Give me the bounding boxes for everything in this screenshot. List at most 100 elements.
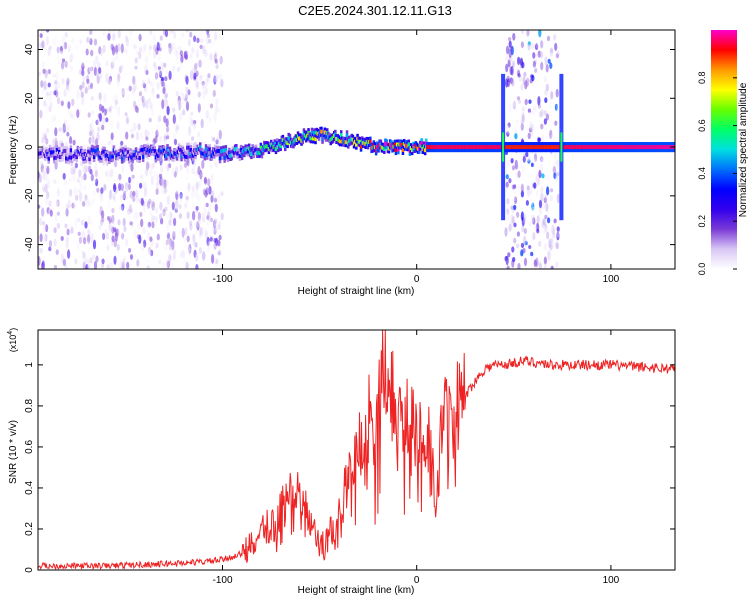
noise-speckle xyxy=(145,161,150,171)
noise-speckle xyxy=(195,77,199,87)
noise-speckle xyxy=(207,263,211,269)
noise-speckle xyxy=(174,46,178,56)
noise-speckle xyxy=(538,199,543,209)
noise-speckle xyxy=(45,104,49,113)
noise-speckle xyxy=(48,45,52,51)
noise-speckle xyxy=(132,210,136,220)
noise-speckle xyxy=(504,227,508,237)
noise-speckle xyxy=(87,189,91,194)
noise-speckle xyxy=(159,136,163,143)
noise-speckle xyxy=(96,187,100,193)
noise-speckle xyxy=(533,153,538,162)
noise-speckle xyxy=(102,232,106,241)
noise-speckle xyxy=(542,226,546,232)
noise-speckle xyxy=(505,181,509,188)
noise-speckle xyxy=(511,60,515,68)
noise-speckle xyxy=(187,89,191,96)
noise-speckle xyxy=(207,178,211,187)
noise-speckle xyxy=(101,210,105,219)
noise-speckle xyxy=(101,263,105,268)
noise-speckle xyxy=(144,168,149,177)
noise-speckle xyxy=(170,30,174,34)
ridge-core xyxy=(75,155,78,160)
ridge-core xyxy=(217,149,221,153)
noise-speckle xyxy=(108,107,112,112)
noise-speckle xyxy=(535,53,539,59)
noise-speckle xyxy=(197,180,201,188)
noise-speckle xyxy=(66,204,70,209)
noise-speckle xyxy=(514,45,518,53)
noise-speckle xyxy=(547,217,551,224)
noise-speckle xyxy=(125,131,129,140)
noise-speckle xyxy=(532,60,537,68)
noise-speckle xyxy=(74,38,78,48)
noise-speckle xyxy=(177,99,181,106)
noise-speckle xyxy=(129,139,133,145)
noise-speckle xyxy=(82,201,86,207)
noise-speckle xyxy=(40,160,44,167)
noise-speckle xyxy=(189,53,193,60)
noise-speckle xyxy=(181,92,185,101)
noise-speckle xyxy=(81,230,85,240)
ridge-core xyxy=(344,140,348,145)
noise-speckle xyxy=(173,40,177,46)
noise-speckle xyxy=(57,126,62,137)
noise-speckle xyxy=(105,117,109,123)
noise-speckle xyxy=(76,217,81,223)
noise-speckle xyxy=(96,131,100,142)
noise-speckle xyxy=(98,67,102,75)
noise-speckle xyxy=(528,127,533,133)
noise-speckle xyxy=(48,93,52,103)
noise-speckle xyxy=(78,91,82,100)
noise-speckle xyxy=(202,218,206,223)
noise-speckle xyxy=(76,109,80,119)
noise-speckle xyxy=(188,183,192,189)
noise-speckle xyxy=(136,53,140,64)
spectrogram-ylabel: Frequency (Hz) xyxy=(8,116,19,185)
ridge-core xyxy=(92,155,96,159)
noise-speckle xyxy=(178,198,182,204)
noise-speckle xyxy=(58,127,62,132)
noise-speckle xyxy=(542,222,546,229)
noise-speckle xyxy=(88,63,92,73)
noise-speckle xyxy=(210,194,214,204)
noise-speckle xyxy=(130,163,134,172)
noise-speckle xyxy=(45,138,49,145)
ridge-core xyxy=(314,137,317,142)
noise-speckle xyxy=(39,233,43,243)
noise-speckle xyxy=(69,54,73,63)
spectrogram-marks xyxy=(38,30,675,269)
noise-speckle xyxy=(102,67,106,72)
noise-speckle xyxy=(529,30,534,33)
noise-speckle xyxy=(86,199,90,208)
noise-speckle xyxy=(548,111,552,121)
noise-speckle xyxy=(151,221,155,229)
noise-speckle xyxy=(41,167,46,178)
snr-background xyxy=(38,330,675,570)
noise-speckle xyxy=(556,108,560,117)
noise-speckle xyxy=(529,188,533,196)
noise-speckle xyxy=(537,121,541,129)
noise-speckle xyxy=(205,51,209,58)
noise-speckle xyxy=(85,263,89,269)
noise-speckle xyxy=(139,167,143,177)
noise-speckle xyxy=(92,189,96,197)
noise-speckle xyxy=(195,85,199,91)
noise-speckle xyxy=(41,139,46,146)
chart-title: C2E5.2024.301.12.11.G13 xyxy=(298,3,452,18)
noise-speckle xyxy=(132,121,136,130)
noise-speckle xyxy=(190,119,194,126)
snr-panel: -100 0 100 0 0.2 0.4 0.6 0.8 1 Height of straigh… xyxy=(7,328,676,596)
noise-speckle xyxy=(206,30,210,35)
noise-speckle xyxy=(144,180,148,191)
noise-speckle xyxy=(199,44,203,50)
noise-speckle xyxy=(190,111,194,116)
ridge-core xyxy=(165,153,168,158)
noise-speckle xyxy=(135,237,139,247)
noise-speckle xyxy=(513,222,517,228)
noise-speckle xyxy=(532,83,536,88)
noise-speckle xyxy=(527,44,531,50)
noise-speckle xyxy=(88,260,93,269)
noise-speckle xyxy=(156,123,160,130)
noise-speckle xyxy=(130,133,135,139)
